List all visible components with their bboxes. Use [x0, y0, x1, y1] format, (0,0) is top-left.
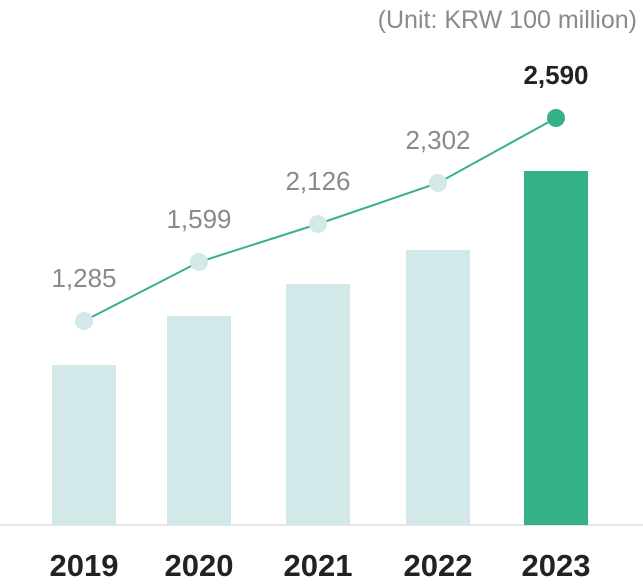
value-label-2020: 1,599: [166, 204, 231, 234]
unit-label: (Unit: KRW 100 million): [377, 6, 637, 34]
x-tick-label-2023: 2023: [522, 548, 591, 583]
x-tick-label-2022: 2022: [404, 548, 473, 583]
value-label-2021: 2,126: [285, 166, 350, 196]
x-tick-label-2021: 2021: [284, 548, 353, 583]
x-tick-label-2020: 2020: [165, 548, 234, 583]
point-2020: [190, 253, 208, 271]
point-2023: [547, 109, 565, 127]
bar-2021: [286, 284, 350, 525]
value-label-2019: 1,285: [51, 263, 116, 293]
value-label-2023: 2,590: [523, 60, 588, 90]
bar-2019: [52, 365, 116, 525]
point-2019: [75, 312, 93, 330]
bar-2022: [406, 250, 470, 525]
value-label-2022: 2,302: [405, 125, 470, 155]
point-2021: [309, 215, 327, 233]
bar-2023: [524, 171, 588, 525]
point-2022: [429, 174, 447, 192]
bar-2020: [167, 316, 231, 525]
x-tick-label-2019: 2019: [50, 548, 119, 583]
